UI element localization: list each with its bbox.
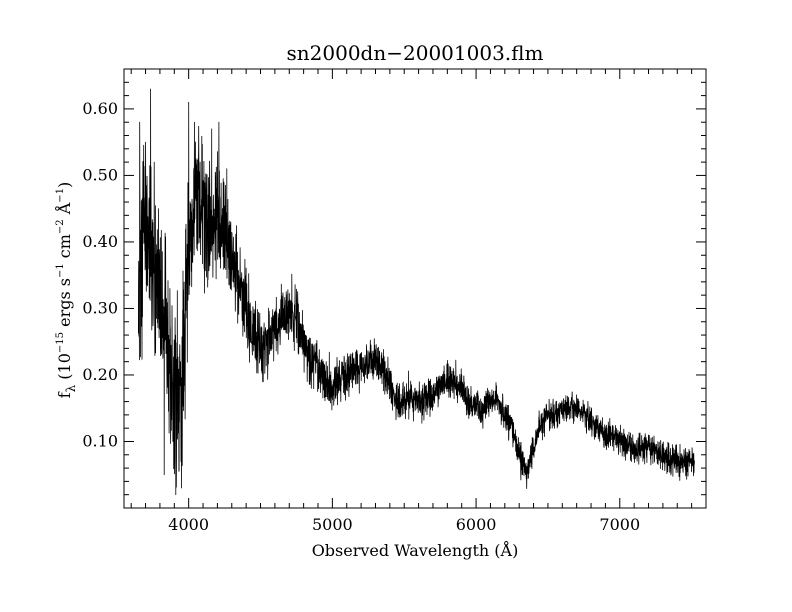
y-tick-label: 0.40 [82, 232, 118, 251]
y-tick-label: 0.20 [82, 365, 118, 384]
x-axis-ticks: 4000 5000 6000 7000 [131, 69, 706, 534]
y-tick-label: 0.30 [82, 298, 118, 317]
x-tick-label: 4000 [168, 515, 209, 534]
chart-title: sn2000dn−20001003.flm [287, 41, 544, 65]
y-tick-label: 0.10 [82, 431, 118, 450]
x-tick-label: 7000 [599, 515, 640, 534]
spectrum-line [138, 89, 694, 495]
series-layer [138, 89, 694, 495]
y-tick-label: 0.60 [82, 99, 118, 118]
x-axis-label: Observed Wavelength (Å) [312, 540, 519, 560]
y-tick-label: 0.50 [82, 165, 118, 184]
svg-text:fλ (10−15 ergs s−1 cm−2 Å−1): fλ (10−15 ergs s−1 cm−2 Å−1) [54, 182, 78, 399]
svg-text:Observed Wavelength (Å): Observed Wavelength (Å) [312, 540, 519, 560]
y-axis-label: fλ (10−15 ergs s−1 cm−2 Å−1) [54, 182, 78, 399]
x-tick-label: 6000 [456, 515, 497, 534]
x-tick-label: 5000 [312, 515, 353, 534]
